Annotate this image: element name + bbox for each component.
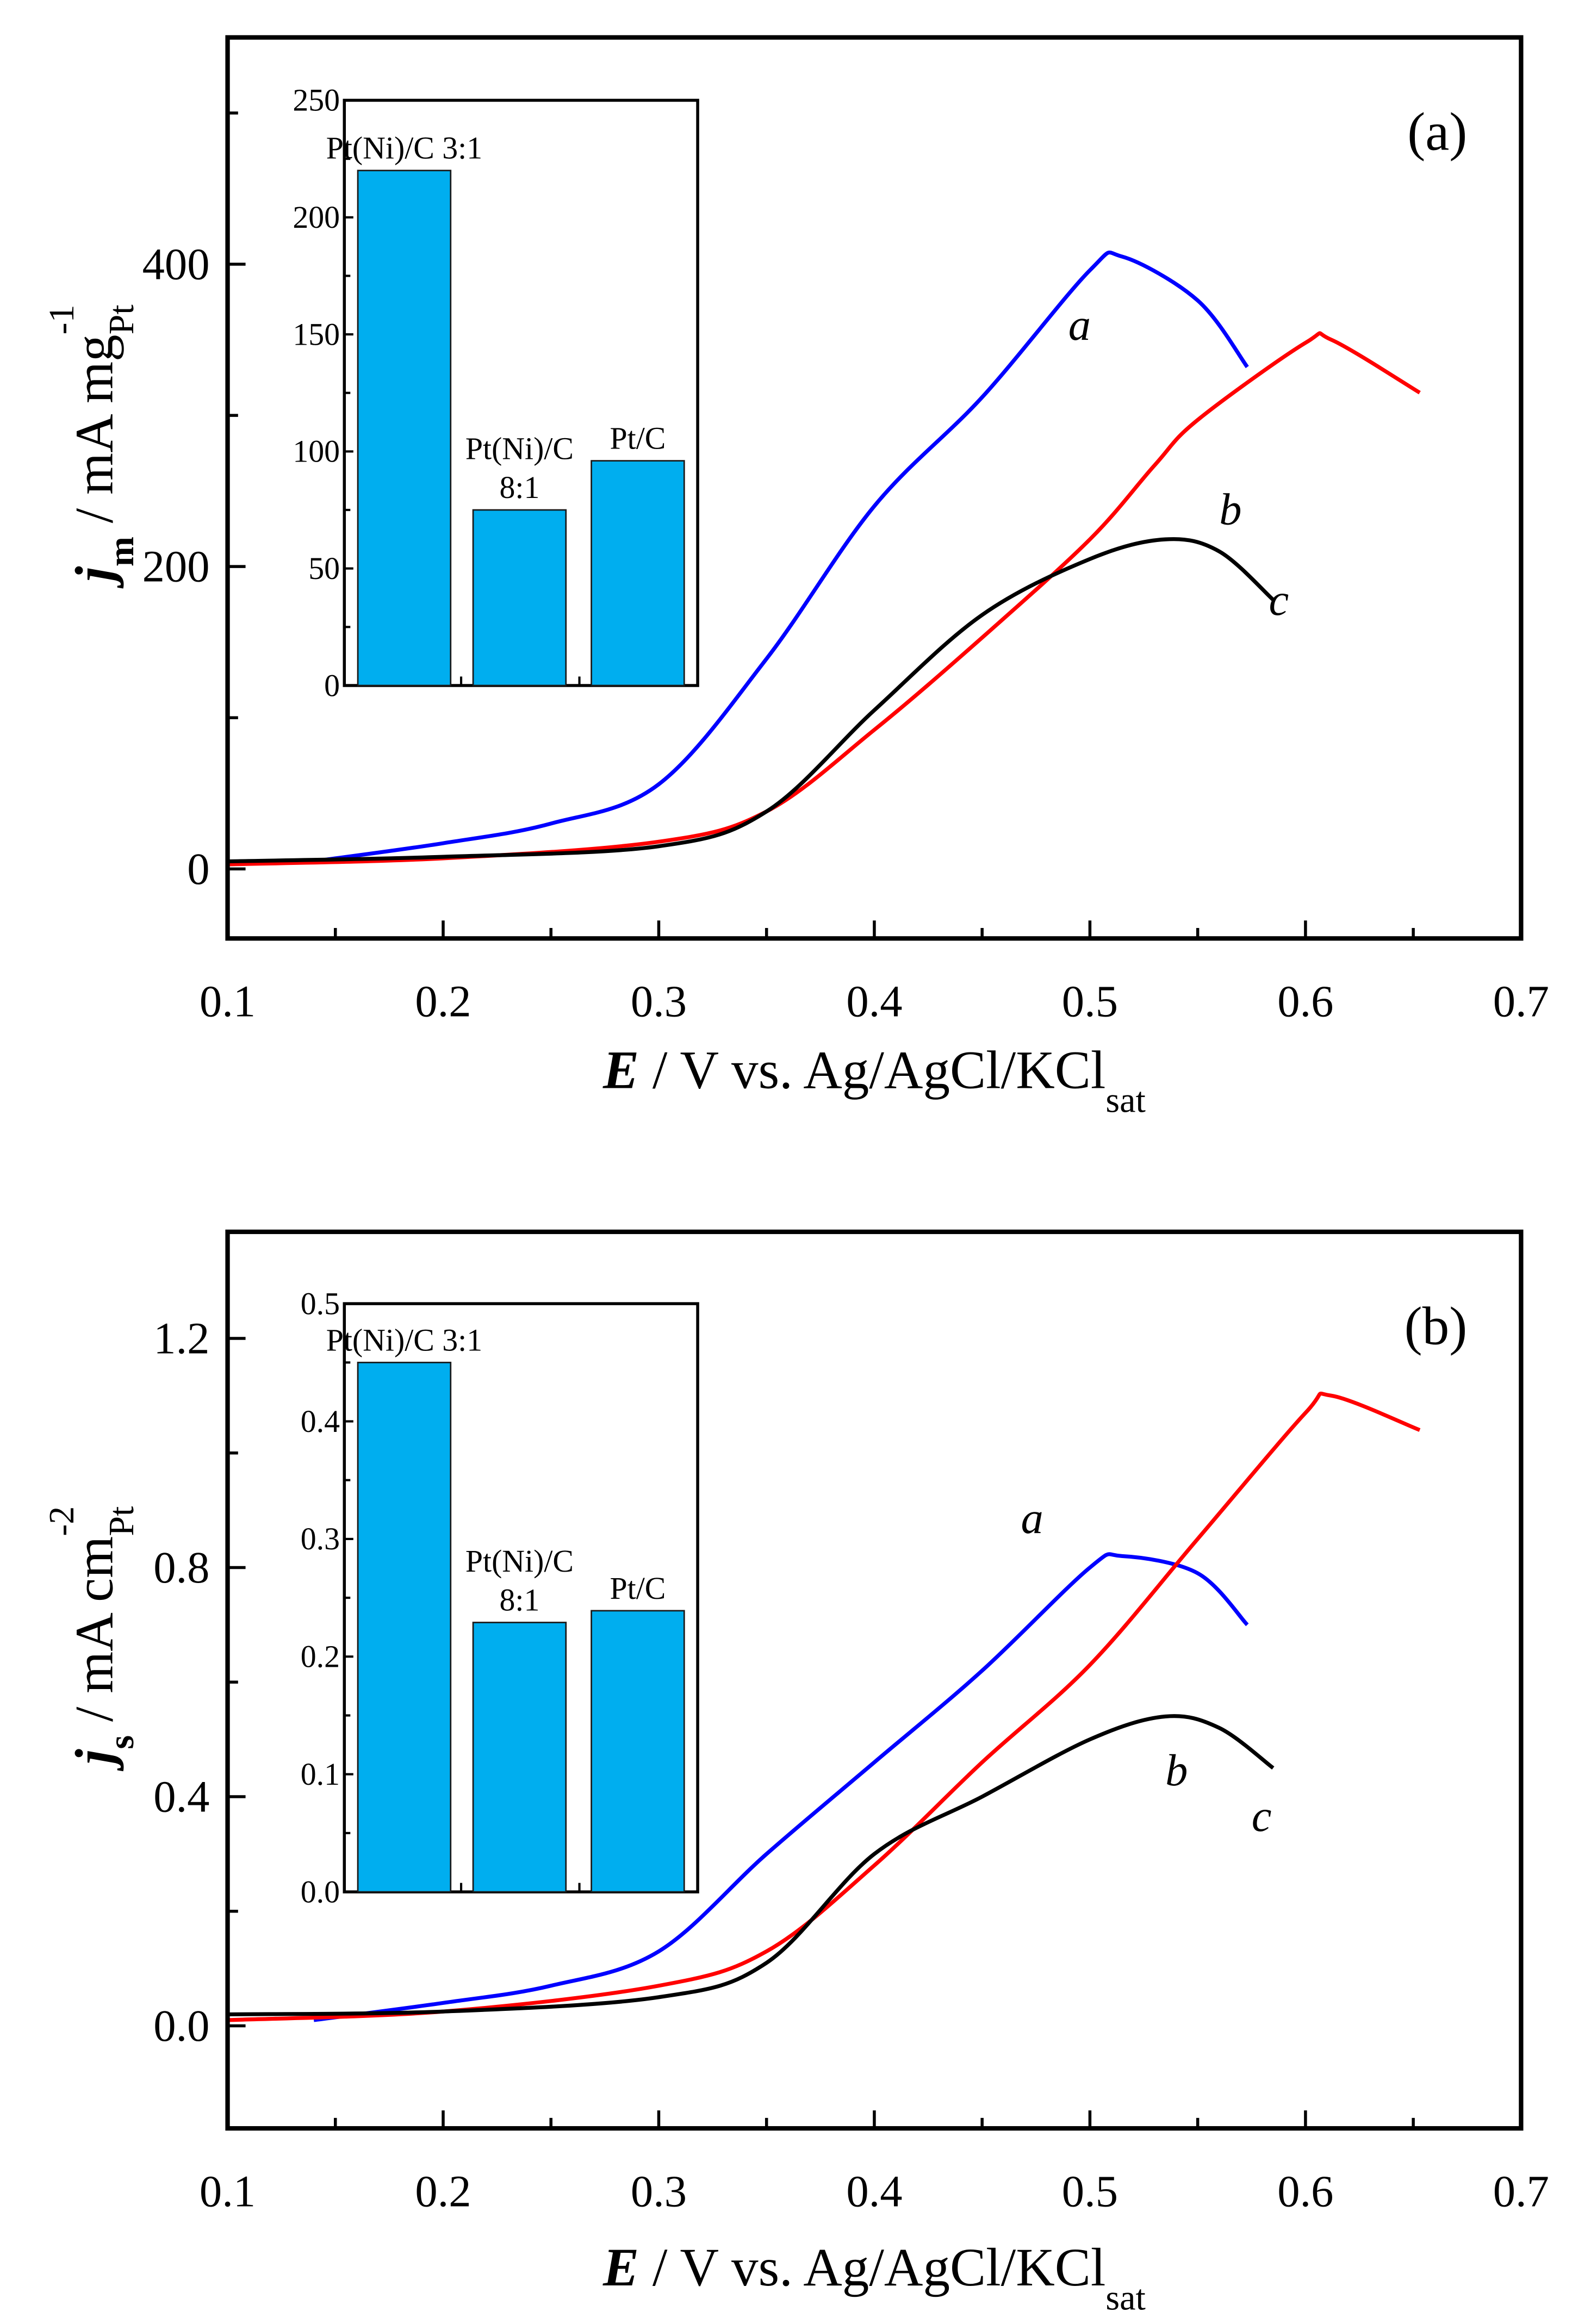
y-axis-label: jm / mA mgPt -1 bbox=[42, 304, 141, 588]
y-label-subscript: s bbox=[102, 1735, 141, 1749]
y-label-unit-subscript: Pt bbox=[102, 1506, 141, 1536]
y-tick-label: 0.4 bbox=[153, 1772, 209, 1822]
series-b-label: b bbox=[1219, 484, 1241, 534]
x-label-text: / V vs. Ag/AgCl/KCl bbox=[639, 2238, 1105, 2297]
x-label-symbol: E bbox=[602, 1041, 639, 1100]
inset-bar bbox=[472, 1622, 567, 1893]
series-a-label: a bbox=[1068, 300, 1091, 350]
series-c-label: c bbox=[1269, 575, 1289, 625]
inset-bar bbox=[591, 1610, 685, 1893]
x-label-symbol: E bbox=[602, 2238, 639, 2297]
x-tick-label: 0.4 bbox=[846, 2166, 902, 2216]
inset-y-tick-label: 0.2 bbox=[301, 1639, 340, 1674]
inset-y-tick-label: 0.3 bbox=[301, 1521, 340, 1556]
series-c-line bbox=[227, 537, 1275, 864]
series-c-label: c bbox=[1252, 1791, 1272, 1841]
x-label-subscript: sat bbox=[1105, 2278, 1145, 2317]
panel-a: a bc 0.1 0.2 0.3 0.4 0.5 0.6 0.7 0 200 400 (a) E / V … bbox=[42, 35, 1549, 1120]
inset-bar-label: Pt/C bbox=[610, 1571, 666, 1606]
y-tick-label: 0.0 bbox=[153, 2001, 209, 2051]
x-tick-label: 0.5 bbox=[1062, 976, 1118, 1026]
inset-bar bbox=[591, 460, 685, 687]
y-label-symbol: j bbox=[65, 566, 125, 589]
x-tick-label: 0.4 bbox=[846, 976, 902, 1026]
inset-y-tick-label: 0.0 bbox=[301, 1874, 340, 1909]
inset-bar-label: 8:1 bbox=[499, 1582, 539, 1618]
panel-label: (a) bbox=[1407, 102, 1467, 161]
inset-bar bbox=[357, 170, 452, 687]
y-tick-label: 400 bbox=[142, 239, 210, 289]
inset-bar-chart: Pt(Ni)/C 3:1 Pt(Ni)/C 8:1 Pt/C 0 50 100 150 200 2… bbox=[293, 83, 699, 703]
x-label-text: / V vs. Ag/AgCl/KCl bbox=[639, 1041, 1105, 1100]
x-tick-label: 0.7 bbox=[1493, 976, 1549, 1026]
y-tick-label: 0.8 bbox=[153, 1542, 209, 1592]
inset-y-tick-label: 0.5 bbox=[301, 1286, 340, 1321]
x-tick-label: 0.6 bbox=[1277, 976, 1333, 1026]
x-label-subscript: sat bbox=[1105, 1081, 1145, 1120]
inset-bar-chart: Pt(Ni)/C 3:1 Pt(Ni)/C8:1 Pt/C 0.0 0.1 0.2 0.3 0… bbox=[301, 1286, 699, 1909]
panel-label: (b) bbox=[1405, 1297, 1468, 1356]
x-tick-label: 0.2 bbox=[415, 2166, 471, 2216]
inset-y-tick-label: 0.4 bbox=[301, 1404, 340, 1439]
inset-bar-label: Pt(Ni)/C 3:1 bbox=[326, 130, 482, 166]
y-label-symbol: j bbox=[65, 1749, 125, 1771]
x-tick-label: 0.2 bbox=[415, 976, 471, 1026]
x-axis-label: E / V vs. Ag/AgCl/KClsat bbox=[602, 1041, 1146, 1120]
x-tick-label: 0.5 bbox=[1062, 2166, 1118, 2216]
y-axis-label: js / mA cmPt -2 bbox=[42, 1506, 141, 1772]
x-tick-label: 0.1 bbox=[200, 2166, 256, 2216]
series-a-line bbox=[313, 1552, 1249, 2022]
series-c-line bbox=[227, 1714, 1275, 2017]
y-tick-label: 1.2 bbox=[153, 1313, 209, 1363]
x-tick-label: 0.7 bbox=[1493, 2166, 1549, 2216]
inset-bar-label: Pt(Ni)/C 3:1 bbox=[326, 1322, 482, 1357]
inset-bar bbox=[357, 1361, 452, 1893]
inset-bar-label: Pt(Ni)/C bbox=[465, 1543, 574, 1579]
inset-bar bbox=[472, 509, 567, 687]
y-label-text: / mA mg bbox=[65, 334, 125, 537]
inset-y-tick-label: 50 bbox=[308, 551, 340, 586]
series-a-label: a bbox=[1021, 1493, 1043, 1543]
x-tick-label: 0.1 bbox=[200, 976, 256, 1026]
inset-y-tick-label: 200 bbox=[293, 200, 340, 235]
x-axis-label: E / V vs. Ag/AgCl/KClsat bbox=[602, 2238, 1146, 2317]
y-label-superscript: -1 bbox=[42, 304, 82, 334]
inset-y-tick-label: 150 bbox=[293, 316, 340, 352]
y-label-subscript: m bbox=[102, 537, 141, 566]
series-a-line bbox=[324, 250, 1249, 862]
series-b-line bbox=[227, 1391, 1421, 2022]
y-tick-label: 200 bbox=[142, 541, 210, 591]
inset-y-tick-label: 250 bbox=[293, 83, 340, 118]
inset-y-tick-label: 0 bbox=[324, 668, 340, 703]
series-b-label: b bbox=[1165, 1745, 1188, 1795]
inset-bar-label: Pt(Ni)/C bbox=[465, 431, 574, 466]
panel-b: a b c 0.1 0.2 0.3 0.4 0.5 0.6 0.7 0.0 0.4 0.8 1.2 (b) E… bbox=[42, 1229, 1549, 2317]
inset-y-tick-label: 0.1 bbox=[301, 1756, 340, 1792]
inset-bar-label: 8:1 bbox=[499, 470, 539, 505]
x-tick-label: 0.3 bbox=[631, 2166, 687, 2216]
y-label-text: / mA cm bbox=[65, 1536, 125, 1735]
x-tick-label: 0.6 bbox=[1277, 2166, 1333, 2216]
y-tick-label: 0 bbox=[187, 844, 209, 894]
y-label-unit-subscript: Pt bbox=[102, 304, 141, 334]
inset-bar-label: Pt/C bbox=[610, 421, 666, 456]
x-tick-label: 0.3 bbox=[631, 976, 687, 1026]
inset-y-tick-label: 100 bbox=[293, 434, 340, 469]
y-label-superscript: -2 bbox=[42, 1506, 82, 1536]
